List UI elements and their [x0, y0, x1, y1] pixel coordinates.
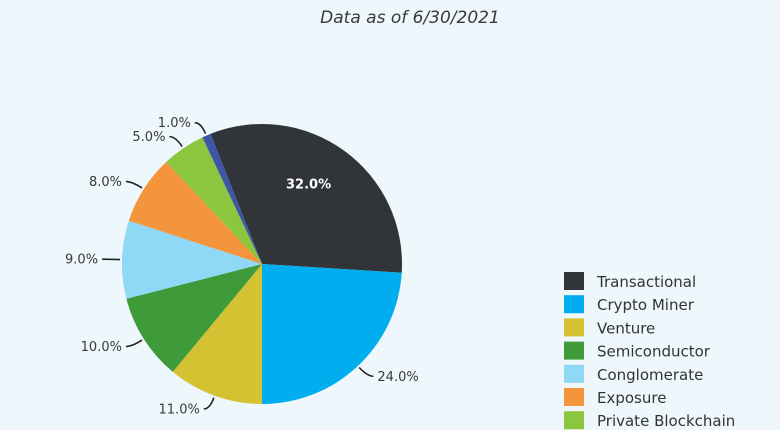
- legend-label: Venture: [597, 319, 655, 337]
- legend-swatch: [564, 388, 584, 406]
- slice-label: 10.0%: [81, 340, 122, 355]
- legend-label: Private Blockchain: [597, 412, 735, 430]
- legend-swatch: [564, 411, 584, 430]
- pie-slice-other: [202, 133, 262, 264]
- pie-slice-crypto-miner: [262, 264, 402, 404]
- slice-label: 5.0%: [132, 130, 165, 145]
- slice-label: 32.0%: [286, 177, 331, 192]
- pie-slice-venture: [172, 264, 262, 404]
- legend-swatch: [564, 295, 584, 314]
- legend-label: Crypto Miner: [597, 296, 695, 314]
- leader-line: [194, 121, 207, 134]
- slice-label: 11.0%: [159, 402, 200, 417]
- chart-subtitle: Data as of 6/30/2021: [320, 8, 500, 28]
- pie-slice-conglomerate: [122, 220, 263, 299]
- leader-line: [358, 366, 374, 378]
- legend-label: Conglomerate: [597, 366, 703, 384]
- leader-line: [125, 180, 143, 189]
- pie-slice-transactional: [210, 124, 402, 273]
- leader-line: [125, 339, 143, 348]
- legend-swatch: [564, 272, 584, 290]
- slice-label: 9.0%: [65, 253, 98, 268]
- slice-label: 24.0%: [377, 370, 418, 385]
- legend-label: Semiconductor: [597, 343, 711, 361]
- legend-label: Exposure: [597, 389, 666, 407]
- legend-swatch: [564, 318, 584, 337]
- legend-label: Transactional: [596, 273, 696, 291]
- pie-slice-private-blockchain: [166, 137, 262, 264]
- pie-slice-exposure: [128, 161, 262, 264]
- legend-swatch: [564, 341, 584, 360]
- legend-swatch: [564, 364, 584, 383]
- pie-slice-semiconductor: [126, 264, 262, 372]
- slice-label: 1.0%: [158, 116, 191, 131]
- slice-label: 8.0%: [89, 175, 122, 190]
- leader-line: [169, 135, 183, 148]
- leader-line: [203, 397, 215, 410]
